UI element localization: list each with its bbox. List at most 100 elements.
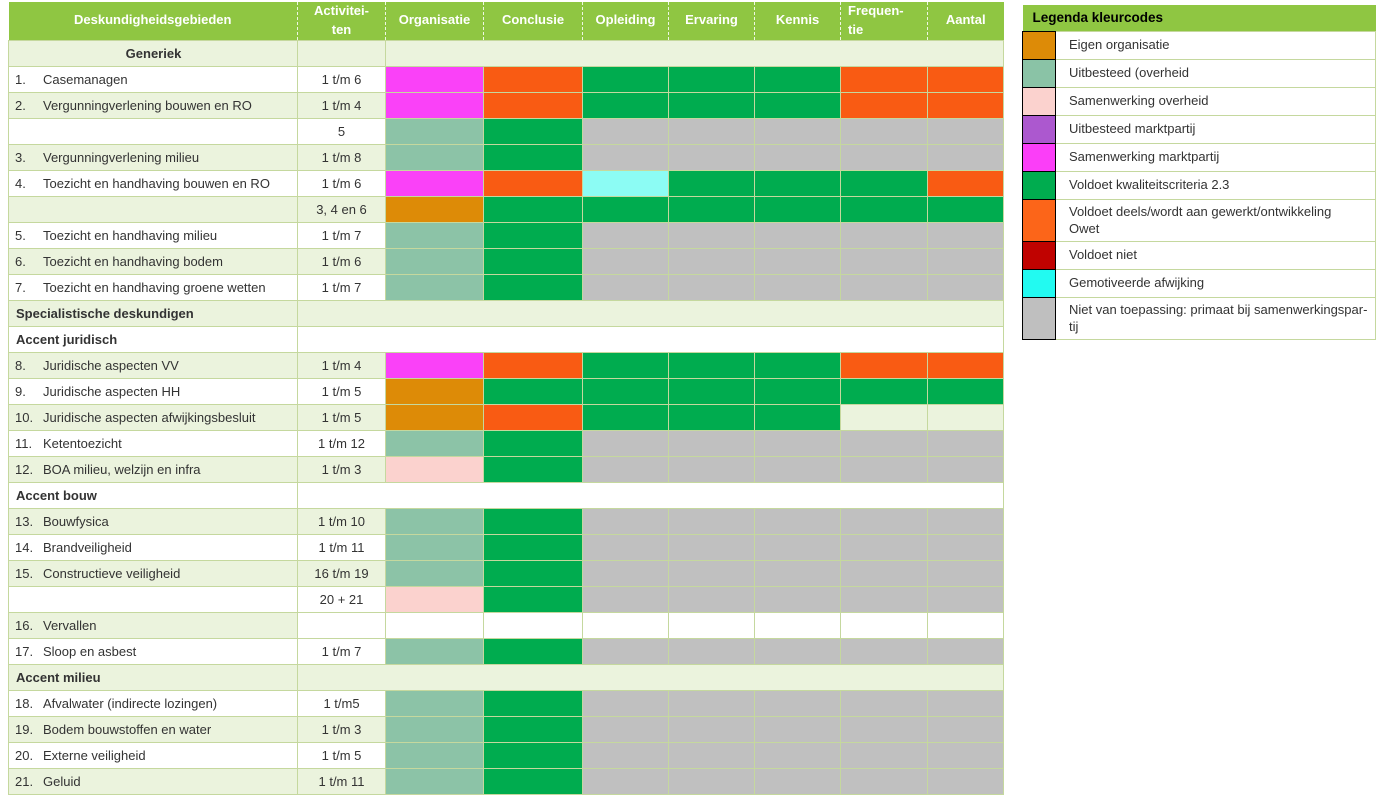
status-cell-organisatie — [385, 351, 484, 379]
activity-cell: 1 t/m 11 — [297, 533, 386, 561]
table-row: 20 + 21 — [8, 585, 1004, 613]
column-header-ervaring: Ervaring — [668, 2, 755, 41]
status-cell-opleiding — [582, 585, 669, 613]
status-cell-ervaring — [668, 117, 755, 145]
status-cell-kennis — [754, 91, 841, 119]
area-cell — [8, 585, 298, 613]
row-number: 9. — [15, 383, 26, 399]
row-label: Vergunningverlening milieu — [43, 149, 200, 165]
column-header-opleiding: Opleiding — [582, 2, 669, 41]
area-cell: 11. Ketentoezicht — [8, 429, 298, 457]
status-cell-organisatie — [385, 637, 484, 665]
activity-cell: 5 — [297, 117, 386, 145]
status-cell-conclusie — [483, 143, 583, 171]
status-cell-frequentie — [840, 507, 928, 535]
row-label: Vervallen — [43, 617, 97, 633]
legend-title-row: Legenda kleurcodes — [1022, 5, 1376, 31]
table-row: 5. Toezicht en handhaving milieu 1 t/m 7 — [8, 221, 1004, 249]
row-label: Geluid — [43, 773, 81, 789]
status-cell-organisatie — [385, 169, 484, 197]
status-cell-kennis — [754, 689, 841, 717]
status-cell-conclusie — [483, 611, 583, 639]
status-cell-organisatie — [385, 585, 484, 613]
status-cell-ervaring — [668, 741, 755, 769]
row-label: Bouwfysica — [43, 513, 109, 529]
status-cell-kennis — [754, 559, 841, 587]
status-cell-opleiding — [582, 741, 669, 769]
legend-item: Samenwerking marktpartij — [1022, 142, 1377, 172]
status-cell-ervaring — [668, 195, 755, 223]
legend-item: Niet van toepassing: primaat bij samenwe… — [1022, 296, 1377, 340]
activity-cell: 1 t/m 12 — [297, 429, 386, 457]
row-number: 13. — [15, 513, 34, 529]
status-cell-opleiding — [582, 455, 669, 483]
status-cell-opleiding — [582, 715, 669, 743]
status-cell-ervaring — [668, 273, 755, 301]
legend-item-label: Samenwerking marktpartij — [1055, 142, 1377, 172]
activity-cell: 1 t/m 6 — [297, 247, 386, 275]
row-label: Toezicht en handhaving milieu — [43, 227, 218, 243]
row-number: 16. — [15, 617, 34, 633]
row-label: Sloop en asbest — [43, 643, 137, 659]
status-cell-conclusie — [483, 403, 583, 431]
status-cell-conclusie — [483, 533, 583, 561]
row-number: 7. — [15, 279, 26, 295]
row-label: Casemanagen — [43, 71, 128, 87]
table-row: 20. Externe veiligheid 1 t/m 5 — [8, 741, 1004, 769]
status-cell-aantal — [927, 351, 1004, 379]
legend-swatch — [1022, 86, 1056, 116]
status-cell-conclusie — [483, 637, 583, 665]
activity-cell: 1 t/m 5 — [297, 377, 386, 405]
section-span-cell — [297, 663, 1004, 691]
status-cell-kennis — [754, 377, 841, 405]
status-cell-ervaring — [668, 637, 755, 665]
status-cell-ervaring — [668, 689, 755, 717]
row-number: 17. — [15, 643, 34, 659]
status-cell-frequentie — [840, 611, 928, 639]
area-cell: 8. Juridische aspecten VV — [8, 351, 298, 379]
status-cell-kennis — [754, 715, 841, 743]
status-cell-ervaring — [668, 403, 755, 431]
status-cell-aantal — [927, 611, 1004, 639]
status-cell-opleiding — [582, 195, 669, 223]
table-row: 11. Ketentoezicht 1 t/m 12 — [8, 429, 1004, 457]
status-cell-frequentie — [840, 221, 928, 249]
legend-item-label: Uitbesteed marktpartij — [1055, 114, 1377, 144]
status-cell-conclusie — [483, 377, 583, 405]
status-cell-ervaring — [668, 611, 755, 639]
legend: Legenda kleurcodes Eigen organisatie Uitb… — [1022, 5, 1377, 340]
area-cell: 10. Juridische aspecten afwijkingsbesluit — [8, 403, 298, 431]
row-number: 15. — [15, 565, 34, 581]
status-cell-aantal — [927, 689, 1004, 717]
status-cell-conclusie — [483, 715, 583, 743]
legend-swatch — [1022, 296, 1056, 340]
status-cell-kennis — [754, 767, 841, 795]
status-cell-organisatie — [385, 65, 484, 93]
status-cell-opleiding — [582, 611, 669, 639]
section-label-cell: Accent bouw — [8, 481, 298, 509]
section-label-cell: Accent milieu — [8, 663, 298, 691]
table-row: 12. BOA milieu, welzijn en infra 1 t/m 3 — [8, 455, 1004, 483]
activity-cell: 1 t/m 4 — [297, 351, 386, 379]
status-cell-opleiding — [582, 533, 669, 561]
activity-cell: 3, 4 en 6 — [297, 195, 386, 223]
status-cell-organisatie — [385, 403, 484, 431]
section-row: Accent milieu — [8, 663, 1004, 691]
area-cell: 16. Vervallen — [8, 611, 298, 639]
status-cell-organisatie — [385, 533, 484, 561]
column-header-conclusie: Conclusie — [483, 2, 583, 41]
table-row: 18. Afvalwater (indirecte lozingen) 1 t/m5 — [8, 689, 1004, 717]
status-cell-aantal — [927, 559, 1004, 587]
column-header-deskundigheidsgebieden: Deskundigheidsgebieden — [8, 2, 298, 41]
activity-cell — [297, 39, 386, 67]
legend-item-label: Voldoet niet — [1055, 240, 1377, 270]
status-cell-opleiding — [582, 143, 669, 171]
status-cell-kennis — [754, 611, 841, 639]
status-cell-opleiding — [582, 689, 669, 717]
table-row: 16. Vervallen — [8, 611, 1004, 639]
activity-cell: 1 t/m 5 — [297, 403, 386, 431]
status-cell-organisatie — [385, 689, 484, 717]
section-label-cell: Specialistische deskundigen — [8, 299, 298, 327]
status-cell-organisatie — [385, 117, 484, 145]
row-number: 14. — [15, 539, 34, 555]
